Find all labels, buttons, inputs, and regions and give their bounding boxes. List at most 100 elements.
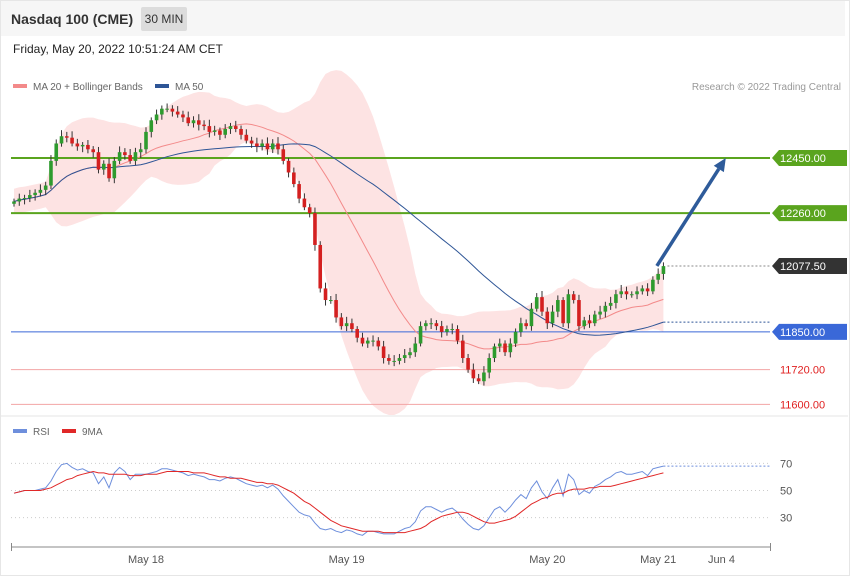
timeframe-button[interactable]: 30 MIN bbox=[141, 7, 187, 31]
rsi-line bbox=[13, 462, 664, 536]
candle bbox=[228, 122, 233, 134]
candle bbox=[603, 301, 608, 318]
forecast-arrow bbox=[655, 167, 721, 267]
candle bbox=[387, 354, 391, 365]
candle bbox=[302, 193, 307, 211]
candle bbox=[329, 295, 333, 304]
candle bbox=[207, 119, 212, 138]
candle bbox=[54, 139, 59, 166]
candle bbox=[265, 137, 270, 155]
candle bbox=[244, 129, 249, 144]
resistance-1-label: 12260.00 bbox=[780, 208, 826, 220]
candle bbox=[534, 293, 539, 312]
resistance-2-label: 12450.00 bbox=[780, 153, 826, 165]
rsi-ma9-line bbox=[13, 470, 664, 534]
candle bbox=[12, 198, 16, 207]
candle bbox=[402, 349, 407, 363]
rsi-legend: RSI 9MA bbox=[13, 427, 103, 438]
price-legend: MA 20 + Bollinger Bands MA 50 bbox=[13, 82, 204, 93]
candle bbox=[33, 189, 37, 201]
candle bbox=[571, 291, 576, 304]
candle bbox=[86, 140, 90, 154]
candle bbox=[656, 268, 660, 285]
candle bbox=[80, 142, 85, 153]
candle bbox=[65, 131, 69, 143]
candle bbox=[323, 282, 328, 306]
rsi-legend-swatch bbox=[13, 429, 27, 433]
candle bbox=[640, 285, 645, 295]
candle bbox=[318, 241, 323, 293]
candle bbox=[307, 203, 312, 218]
candle bbox=[202, 120, 206, 131]
candle bbox=[424, 320, 428, 331]
candle bbox=[619, 284, 623, 299]
moving-averages bbox=[13, 123, 770, 350]
candle bbox=[170, 105, 175, 117]
candle bbox=[497, 338, 502, 352]
candle bbox=[513, 328, 518, 348]
candle bbox=[598, 305, 602, 319]
candle bbox=[466, 353, 470, 373]
time-tick-label: May 19 bbox=[329, 554, 365, 566]
candle bbox=[107, 158, 111, 182]
candle bbox=[482, 366, 486, 386]
current-price-label-tag bbox=[772, 257, 847, 274]
candle bbox=[149, 117, 154, 138]
candle bbox=[181, 110, 185, 123]
ma20-line bbox=[13, 123, 664, 350]
candle bbox=[22, 194, 27, 205]
candle bbox=[223, 124, 227, 139]
instrument-title: Nasdaq 100 (CME) bbox=[11, 11, 134, 27]
candle bbox=[197, 114, 201, 131]
forecast-arrow-head bbox=[713, 157, 726, 173]
rsi-tick-30: 30 bbox=[780, 513, 792, 525]
candle bbox=[212, 125, 217, 136]
support-1-label: 11850.00 bbox=[780, 327, 825, 339]
bollinger-bands bbox=[14, 70, 664, 415]
candle bbox=[476, 373, 481, 385]
candle bbox=[471, 363, 476, 383]
candle bbox=[239, 125, 243, 140]
level-labels: 12450.00 12260.00 12077.50 11850.00 11720.00… bbox=[772, 149, 847, 411]
candle bbox=[556, 295, 560, 318]
candle bbox=[292, 167, 296, 188]
rsi-panel: 70 50 30 bbox=[11, 458, 792, 536]
candle bbox=[587, 314, 592, 328]
candle bbox=[186, 111, 191, 127]
candle bbox=[75, 138, 80, 151]
ma20-legend-label: MA 20 + Bollinger Bands bbox=[33, 82, 143, 93]
candle bbox=[445, 325, 449, 336]
candle bbox=[70, 131, 74, 147]
ma20-legend-swatch bbox=[13, 84, 27, 88]
candle bbox=[376, 337, 381, 351]
candle bbox=[593, 310, 597, 327]
candle bbox=[313, 207, 317, 251]
ma9-legend-label: 9MA bbox=[82, 427, 103, 438]
ma9-legend-swatch bbox=[62, 429, 76, 433]
candle bbox=[434, 320, 439, 331]
candle bbox=[175, 106, 180, 118]
candle bbox=[661, 262, 666, 280]
candle bbox=[117, 146, 122, 165]
candle bbox=[38, 184, 43, 197]
candle bbox=[270, 139, 275, 154]
candle bbox=[519, 317, 523, 337]
candle bbox=[133, 147, 138, 166]
ma50-legend-swatch bbox=[155, 84, 169, 88]
candle bbox=[339, 313, 344, 330]
candle bbox=[112, 157, 117, 184]
candle bbox=[59, 130, 64, 147]
candle bbox=[487, 353, 491, 379]
candle bbox=[645, 283, 650, 296]
bollinger-band-area bbox=[14, 70, 664, 415]
candle bbox=[624, 286, 629, 300]
candle bbox=[397, 353, 402, 365]
candle bbox=[160, 105, 164, 120]
candle bbox=[629, 291, 634, 298]
candle bbox=[392, 355, 396, 367]
candle bbox=[218, 127, 222, 141]
candle bbox=[191, 116, 196, 128]
candle bbox=[450, 323, 455, 335]
time-axis: May 18 May 19 May 20 May 21 Jun 4 bbox=[11, 543, 771, 566]
